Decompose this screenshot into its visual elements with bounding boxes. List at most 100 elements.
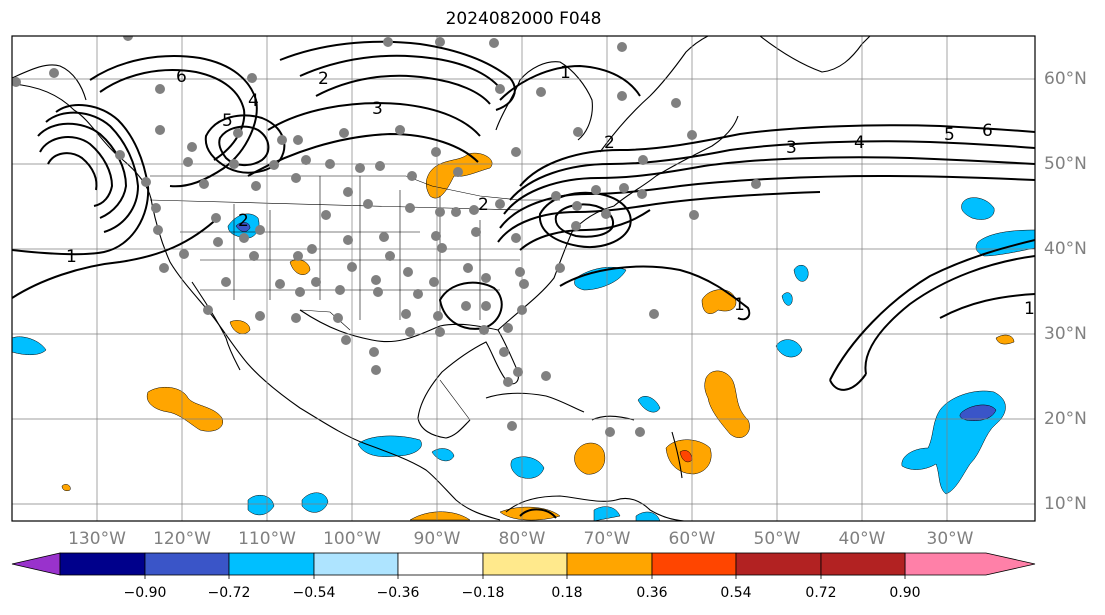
lat-tick-label: 20°N	[1044, 409, 1087, 429]
contour-western-trough-2	[45, 111, 140, 233]
shade-gulf-stream	[574, 267, 627, 291]
contour-north-3	[279, 40, 516, 111]
colorbar-bin	[59, 552, 146, 576]
contour-label: 1	[66, 247, 77, 267]
shade-el-salvador	[431, 448, 455, 462]
shade-baja	[229, 320, 251, 335]
contour-north-6	[267, 102, 481, 137]
lon-tick-label: 130°W	[68, 529, 126, 549]
shade-atlantic-n3	[793, 264, 809, 282]
contour-east-label-run	[939, 293, 1035, 319]
contour-label: 4	[854, 133, 865, 153]
colorbar-bin	[313, 552, 399, 576]
colorbar-tick-label: 0.18	[551, 585, 583, 601]
shade-left-edge	[12, 336, 47, 355]
lat-tick-label: 10°N	[1044, 494, 1087, 514]
contour-north-7	[247, 132, 479, 177]
contour-east-low-3	[503, 156, 1035, 215]
contour-east-low-6	[519, 209, 651, 251]
contour-label: 1	[560, 63, 571, 83]
shade-atlantic-n2	[975, 229, 1035, 257]
shade-caribbean-blue	[510, 456, 545, 479]
lon-tick-label: 40°W	[838, 529, 886, 549]
contour-label: 3	[786, 138, 797, 158]
lon-tick-label: 30°W	[926, 529, 974, 549]
coastlines	[12, 36, 871, 521]
shade-east-atlantic-core	[959, 404, 997, 421]
contour-low-center-2	[218, 125, 270, 166]
map-background	[12, 36, 1035, 521]
shade-small-2	[995, 334, 1015, 345]
contour-label: 2	[318, 69, 329, 89]
colorbar-bin	[820, 552, 906, 576]
contour-western-trough-5	[47, 152, 98, 191]
contour-east-closed-2	[554, 203, 614, 238]
lon-tick-label: 110°W	[238, 529, 296, 549]
colorbar-tick-label: 0.90	[889, 585, 921, 601]
contour-atlantic-ridge-2	[864, 255, 1035, 375]
shade-atlantic-3	[574, 442, 606, 475]
colorbar-tick-label: −0.18	[461, 585, 505, 601]
contour-atlantic-ridge-1	[829, 239, 1035, 381]
colorbar-bin	[228, 552, 315, 576]
shade-small-1	[61, 484, 71, 492]
lon-tick-label: 100°W	[323, 529, 381, 549]
contour-east-low-5	[497, 191, 821, 243]
shade-colorado-core	[235, 222, 251, 232]
contour-label: 6	[176, 67, 187, 87]
coast-pacific	[12, 83, 501, 521]
colorbar-tick-label: −0.90	[123, 585, 167, 601]
colorbar-bin	[144, 552, 230, 576]
lon-tick-label: 90°W	[413, 529, 461, 549]
map-frame	[11, 35, 1036, 522]
coast-east	[497, 115, 739, 331]
coast-labrador	[599, 36, 709, 153]
coast-alaska	[12, 64, 87, 101]
contour-carib-loop	[559, 265, 751, 321]
colorbar-tick-label: 0.36	[636, 585, 668, 601]
shade-pacific-2	[301, 492, 329, 513]
colorbar-tick-label: 0.72	[805, 585, 837, 601]
colorbar	[11, 552, 1036, 579]
colorbar-min-arrow	[11, 552, 61, 576]
contours	[12, 40, 1035, 519]
contour-east-low-2	[509, 140, 1035, 201]
map-title: 2024082000 F048	[445, 9, 602, 29]
political-borders	[149, 175, 560, 421]
shaded-anomalies	[12, 152, 1035, 521]
station-dots	[12, 36, 761, 437]
shade-atlantic-n4	[781, 292, 793, 306]
colorbar-tick-label: −0.72	[207, 585, 251, 601]
lat-tick-label: 30°N	[1044, 324, 1087, 344]
contour-north-5	[315, 74, 491, 105]
shade-atlantic-n1	[961, 197, 995, 220]
contour-labels: 1 2 3 4 5 6 2 1 3 4 5 6 1 2 2 1	[66, 63, 1035, 319]
lat-tick-label: 50°N	[1044, 154, 1087, 174]
shade-atlantic-1	[701, 289, 737, 314]
contour-north-1	[89, 55, 258, 188]
colorbar-bin	[651, 552, 737, 576]
shade-gulf-of-mexico	[146, 386, 224, 432]
coast-baja	[191, 281, 241, 371]
shade-sa-blue	[635, 511, 661, 521]
contour-north-4	[299, 54, 501, 89]
contour-north-east-arc	[499, 64, 641, 101]
contour-western-trough-4	[39, 136, 114, 207]
contour-label: 2	[238, 211, 249, 231]
contour-east-closed	[538, 191, 632, 248]
shade-atlantic-n6	[637, 396, 661, 413]
colorbar-bin	[566, 552, 653, 576]
colorbar-bin	[397, 552, 484, 576]
contour-label: 2	[604, 133, 615, 153]
coast-lesser-antilles	[671, 431, 683, 479]
lon-tick-label: 50°W	[753, 529, 801, 549]
coast-south-america	[505, 495, 685, 521]
lon-tick-label: 120°W	[153, 529, 211, 549]
colorbar-tick-label: −0.36	[376, 585, 420, 601]
lat-tick-label: 60°N	[1044, 69, 1087, 89]
contour-label: 4	[248, 91, 259, 111]
contour-label: 5	[944, 125, 955, 145]
shade-central-america	[409, 511, 471, 521]
contour-label: 3	[372, 99, 383, 119]
